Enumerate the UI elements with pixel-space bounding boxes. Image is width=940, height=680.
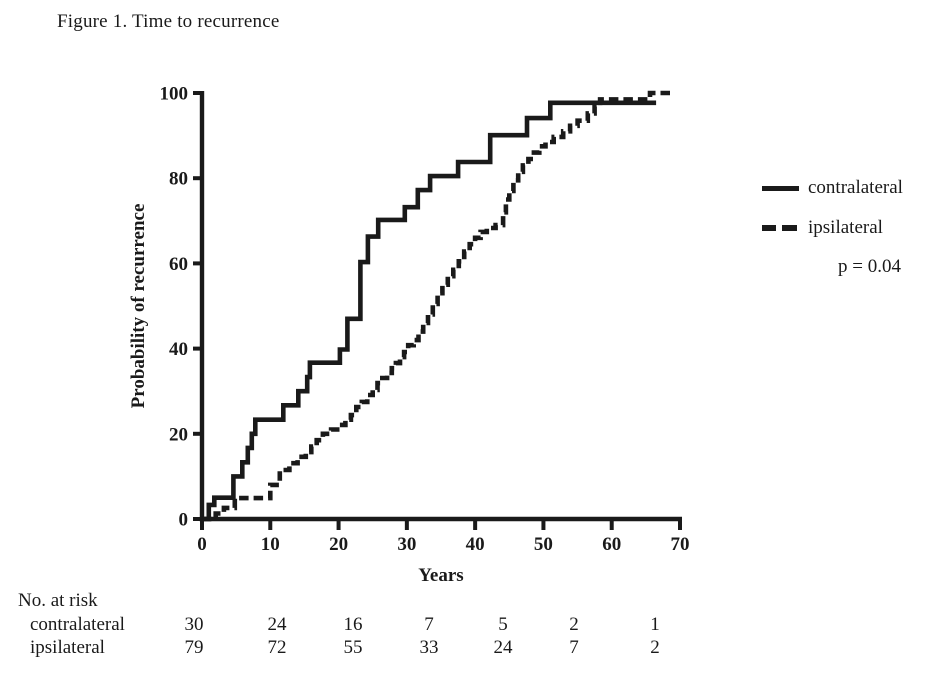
risk-count: 7 (569, 637, 579, 658)
risk-count: 24 (267, 614, 287, 635)
legend-item-ipsilateral: ipsilateral (762, 216, 903, 240)
y-tick-label: 20 (169, 424, 188, 445)
y-axis-title: Probability of recurrence (128, 204, 149, 409)
x-tick-label: 20 (329, 534, 348, 555)
y-tick-label: 60 (169, 254, 188, 275)
risk-row-label: ipsilateral (30, 637, 105, 658)
x-tick-label: 60 (602, 534, 621, 555)
risk-count: 1 (650, 614, 660, 635)
x-tick-label: 10 (261, 534, 280, 555)
risk-row-label: contralateral (30, 614, 125, 635)
risk-count: 5 (498, 614, 508, 635)
risk-count: 24 (493, 637, 513, 658)
risk-row-ipsilateral: ipsilateral 79 72 55 33 24 7 2 (0, 637, 940, 660)
risk-count: 2 (650, 637, 660, 658)
risk-row-contralateral: contralateral 30 24 16 7 5 2 1 (0, 614, 940, 637)
p-value-label: p = 0.04 (838, 256, 901, 277)
risk-count: 72 (267, 637, 287, 658)
figure-title: Figure 1. Time to recurrence (57, 11, 280, 32)
x-tick-label: 30 (397, 534, 416, 555)
risk-count: 55 (343, 637, 363, 658)
legend-item-contralateral: contralateral (762, 176, 903, 200)
curve-ipsilateral (202, 90, 674, 522)
risk-count: 79 (184, 637, 204, 658)
x-tick-label: 70 (671, 534, 690, 555)
dashed-line-swatch (762, 225, 799, 231)
risk-count: 2 (569, 614, 579, 635)
risk-count: 16 (343, 614, 363, 635)
y-tick-label: 40 (169, 339, 188, 360)
y-tick-label: 100 (160, 84, 189, 105)
x-tick-label: 50 (534, 534, 553, 555)
risk-count: 30 (184, 614, 204, 635)
chart-legend: contralateral ipsilateral p = 0.04 (762, 176, 903, 278)
solid-line-swatch (762, 185, 799, 191)
x-tick-label: 40 (466, 534, 485, 555)
x-tick-label: 0 (197, 534, 207, 555)
legend-label-contralateral: contralateral (808, 177, 903, 198)
curve-contralateral (202, 100, 657, 522)
y-tick-label: 0 (179, 510, 189, 531)
y-tick-label: 80 (169, 169, 188, 190)
legend-label-ipsilateral: ipsilateral (808, 217, 883, 238)
risk-count: 33 (419, 637, 439, 658)
risk-count: 7 (424, 614, 434, 635)
x-axis-title: Years (418, 565, 463, 586)
risk-table-title: No. at risk (18, 590, 98, 611)
